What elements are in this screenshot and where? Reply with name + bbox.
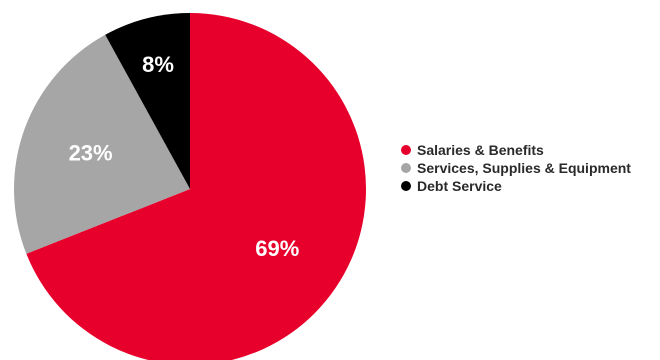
legend-label-salaries: Salaries & Benefits [417,142,544,158]
legend-item-debt: Debt Service [401,177,631,195]
pie-label-debt: 8% [142,52,174,77]
legend-swatch-debt [401,181,411,191]
legend-item-services: Services, Supplies & Equipment [401,159,631,177]
legend-label-debt: Debt Service [417,178,502,194]
legend-item-salaries: Salaries & Benefits [401,141,631,159]
pie-slice-salaries [26,13,366,360]
legend-swatch-salaries [401,145,411,155]
pie-label-salaries: 69% [255,236,299,261]
legend-label-services: Services, Supplies & Equipment [417,160,631,176]
legend-swatch-services [401,163,411,173]
pie-label-services: 23% [69,141,113,166]
legend: Salaries & Benefits Services, Supplies &… [401,141,631,195]
pie-slice-debt [105,13,190,189]
pie-slice-services [14,34,191,254]
